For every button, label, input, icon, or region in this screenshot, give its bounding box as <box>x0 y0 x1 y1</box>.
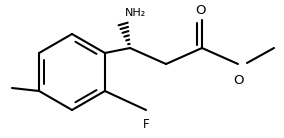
Text: O: O <box>233 74 243 87</box>
Text: NH₂: NH₂ <box>125 8 146 18</box>
Text: F: F <box>143 118 149 131</box>
Text: O: O <box>195 4 205 17</box>
